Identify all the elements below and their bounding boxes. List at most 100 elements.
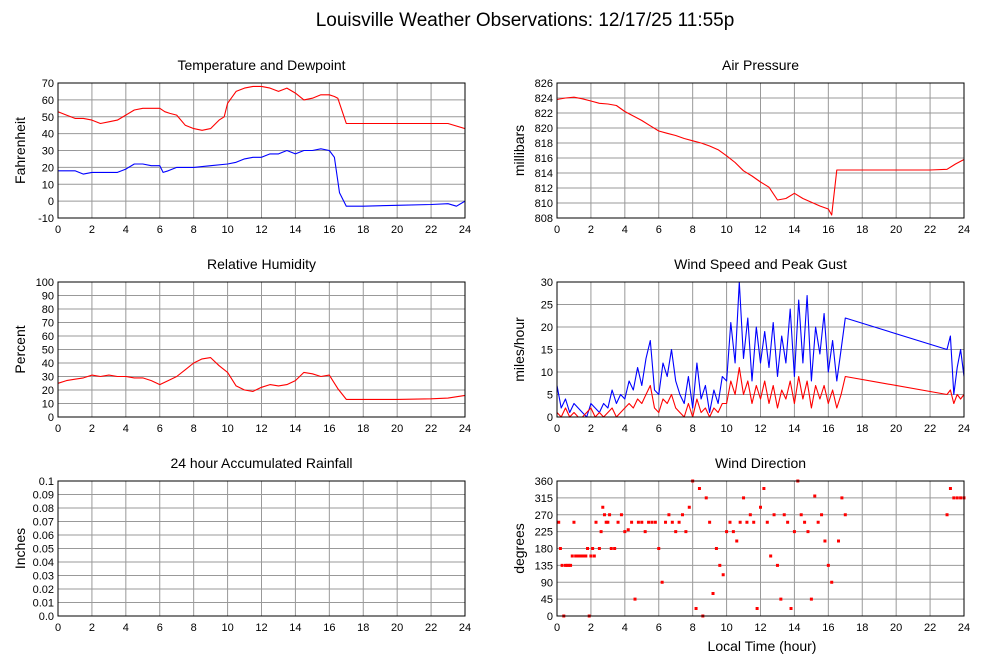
x-tick-label: 4 [622, 423, 628, 435]
data-point [945, 513, 949, 517]
y-tick-label: 5 [547, 390, 553, 402]
data-point [826, 563, 830, 567]
y-tick-label: 0.07 [33, 517, 54, 529]
x-tick-label: 18 [357, 224, 369, 236]
x-tick-label: 2 [588, 423, 594, 435]
y-tick-label: 0.1 [39, 476, 54, 488]
data-point [714, 547, 718, 550]
y-tick-label: 100 [36, 277, 54, 289]
y-tick-label: 818 [535, 138, 553, 150]
x-tick-label: 10 [720, 622, 732, 634]
x-tick-label: 24 [459, 622, 471, 634]
x-tick-label: 2 [89, 622, 95, 634]
y-tick-label: 70 [42, 78, 54, 90]
x-tick-label: 6 [157, 622, 163, 634]
y-tick-label: 0 [48, 196, 54, 208]
data-point [640, 520, 644, 524]
data-point [731, 530, 735, 534]
data-point [591, 547, 595, 550]
data-point [752, 520, 756, 524]
data-point [955, 496, 959, 500]
y-tick-label: 10 [42, 179, 54, 191]
data-point [772, 513, 776, 517]
panel-title: 24 hour Accumulated Rainfall [170, 455, 352, 471]
y-tick-label: 70 [42, 318, 54, 330]
y-tick-label: 30 [42, 146, 54, 158]
series-1-line [58, 148, 466, 207]
data-point [677, 520, 681, 524]
data-point [572, 520, 576, 524]
data-point [592, 554, 596, 558]
y-tick-label: 40 [42, 129, 54, 141]
x-tick-label: 0 [554, 622, 560, 634]
x-tick-label: 24 [958, 423, 970, 435]
x-tick-label: 12 [255, 423, 267, 435]
data-point [806, 530, 810, 534]
x-tick-label: 14 [788, 622, 800, 634]
panel-title: Air Pressure [722, 57, 799, 73]
data-point [755, 607, 759, 610]
x-tick-label: 0 [55, 224, 61, 236]
data-point [563, 563, 567, 567]
x-tick-label: 20 [391, 224, 403, 236]
y-tick-label: 25 [541, 300, 553, 312]
x-tick-label: 8 [690, 224, 696, 236]
data-point [650, 520, 654, 524]
data-point [602, 513, 606, 517]
data-point [565, 563, 569, 567]
data-point [647, 520, 651, 524]
y-tick-label: 50 [42, 112, 54, 124]
y-tick-label: 135 [535, 560, 553, 572]
data-point [667, 513, 671, 517]
x-tick-label: 10 [221, 224, 233, 236]
x-tick-label: 18 [357, 423, 369, 435]
series-0-line [556, 96, 965, 216]
series-1-line [556, 366, 965, 418]
page-title: Louisville Weather Observations: 12/17/2… [316, 10, 735, 31]
panel-title: Wind Speed and Peak Gust [674, 256, 847, 272]
data-point [708, 520, 712, 524]
y-tick-label: 90 [541, 577, 553, 589]
y-tick-label: 50 [42, 345, 54, 357]
x-tick-label: 12 [754, 423, 766, 435]
x-tick-label: 14 [788, 423, 800, 435]
data-point [633, 597, 637, 601]
x-tick-label: 10 [221, 423, 233, 435]
data-point [809, 597, 813, 601]
data-point [609, 547, 613, 550]
x-tick-label: 12 [255, 622, 267, 634]
x-tick-label: 20 [890, 224, 902, 236]
data-point [594, 520, 598, 524]
x-tick-label: 8 [191, 224, 197, 236]
data-point [948, 487, 952, 490]
panel-title: Temperature and Dewpoint [177, 57, 345, 73]
y-tick-label: 820 [535, 123, 553, 135]
x-tick-label: 6 [157, 423, 163, 435]
y-tick-label: 0.08 [33, 503, 54, 515]
data-point [557, 520, 561, 524]
panel-title: Relative Humidity [207, 256, 316, 272]
data-point [586, 547, 590, 550]
y-axis-label: Inches [12, 528, 28, 569]
x-tick-label: 14 [289, 622, 301, 634]
y-tick-label: 315 [535, 493, 553, 505]
data-point [748, 513, 752, 517]
y-tick-label: 270 [535, 510, 553, 522]
x-tick-label: 12 [754, 622, 766, 634]
y-tick-label: 40 [42, 358, 54, 370]
x-tick-label: 0 [55, 622, 61, 634]
y-tick-label: 0 [547, 611, 553, 623]
data-point [735, 539, 739, 543]
y-tick-label: 808 [535, 213, 553, 225]
data-point [613, 547, 617, 550]
x-axis-title: Local Time (hour) [708, 638, 817, 654]
data-point [558, 547, 562, 550]
series-0-points [557, 479, 966, 618]
data-point [680, 513, 684, 517]
y-tick-label: 812 [535, 183, 553, 195]
data-point [567, 563, 571, 567]
